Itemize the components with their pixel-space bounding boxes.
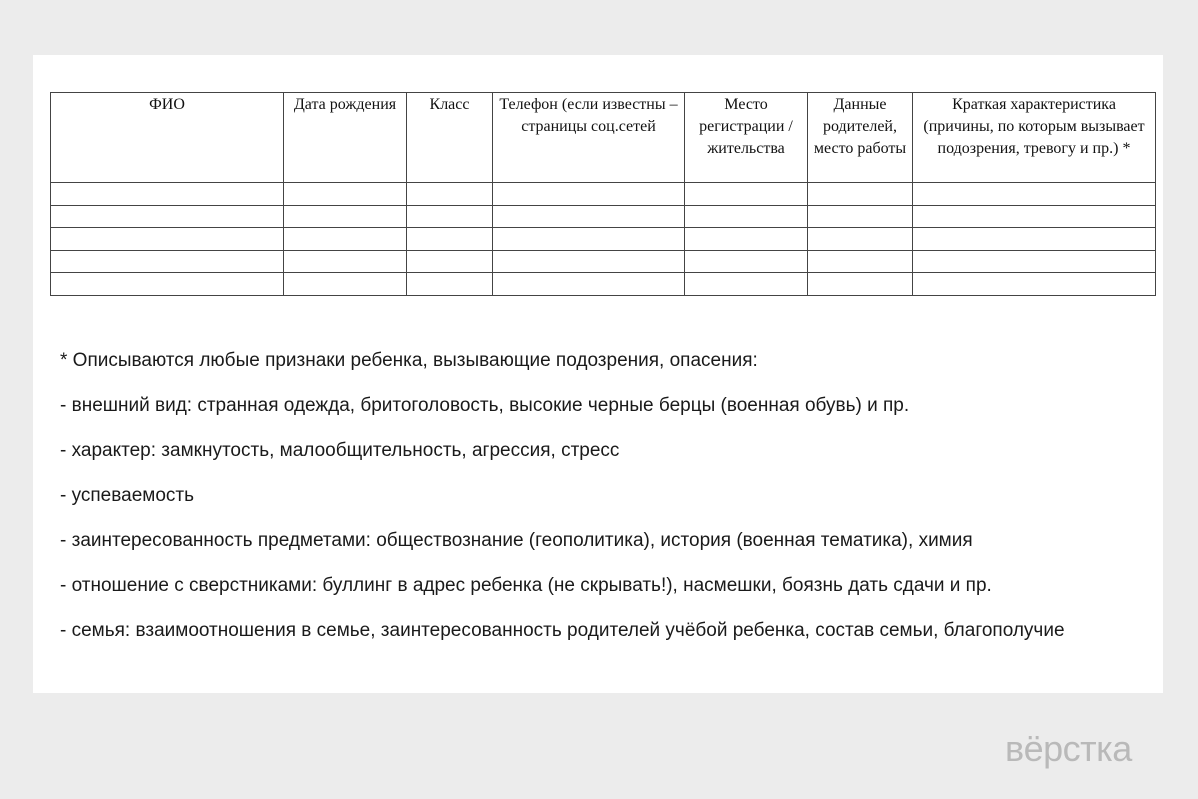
table-cell bbox=[283, 249, 407, 273]
table-cell bbox=[912, 182, 1156, 206]
table-cell bbox=[50, 204, 284, 228]
table-cell bbox=[912, 204, 1156, 228]
table-cell bbox=[684, 272, 808, 296]
table-cell bbox=[912, 227, 1156, 251]
table-cell bbox=[492, 204, 685, 228]
students-table: ФИО Дата рождения Класс Телефон (если из… bbox=[50, 92, 1156, 296]
table-cell bbox=[283, 182, 407, 206]
table-cell bbox=[807, 272, 913, 296]
note-performance: - успеваемость bbox=[60, 485, 194, 506]
table-cell bbox=[50, 182, 284, 206]
note-appearance: - внешний вид: странная одежда, бритогол… bbox=[60, 395, 910, 416]
table-row bbox=[50, 249, 1156, 273]
table-row bbox=[50, 272, 1156, 296]
table-cell bbox=[807, 204, 913, 228]
table-row bbox=[50, 204, 1156, 228]
table-header-row: ФИО Дата рождения Класс Телефон (если из… bbox=[50, 92, 1156, 183]
table-cell bbox=[406, 227, 493, 251]
notes-intro: * Описываются любые признаки ребенка, вы… bbox=[60, 350, 758, 371]
note-subjects: - заинтересованность предметами: обществ… bbox=[60, 530, 973, 551]
table-cell bbox=[492, 227, 685, 251]
table-row bbox=[50, 182, 1156, 206]
header-address: Место регистрации / жительства bbox=[684, 92, 808, 183]
note-character: - характер: замкнутость, малообщительнос… bbox=[60, 440, 620, 461]
table-cell bbox=[807, 182, 913, 206]
header-birth-date: Дата рождения bbox=[283, 92, 407, 183]
table-cell bbox=[406, 272, 493, 296]
table-cell bbox=[807, 249, 913, 273]
notes: * Описываются любые признаки ребенка, вы… bbox=[60, 349, 1065, 664]
table-cell bbox=[50, 272, 284, 296]
table-row bbox=[50, 227, 1156, 251]
table-cell bbox=[50, 227, 284, 251]
table-cell bbox=[684, 249, 808, 273]
table-cell bbox=[283, 227, 407, 251]
note-family: - семья: взаимоотношения в семье, заинте… bbox=[60, 620, 1065, 641]
table-cell bbox=[912, 272, 1156, 296]
header-fio: ФИО bbox=[50, 92, 284, 183]
header-parents: Данные родителей, место работы bbox=[807, 92, 913, 183]
header-class: Класс bbox=[406, 92, 493, 183]
header-phone: Телефон (если известны – страницы соц.се… bbox=[492, 92, 685, 183]
table-cell bbox=[406, 182, 493, 206]
table-cell bbox=[492, 272, 685, 296]
table-cell bbox=[492, 182, 685, 206]
table-cell bbox=[406, 249, 493, 273]
table-cell bbox=[684, 227, 808, 251]
header-characteristic: Краткая характеристика (причины, по кото… bbox=[912, 92, 1156, 183]
table-cell bbox=[283, 204, 407, 228]
table-cell bbox=[406, 204, 493, 228]
table-cell bbox=[50, 249, 284, 273]
note-peers: - отношение с сверстниками: буллинг в ад… bbox=[60, 575, 992, 596]
table-cell bbox=[807, 227, 913, 251]
table-cell bbox=[283, 272, 407, 296]
verstka-logo: вёрстка bbox=[1005, 728, 1132, 769]
table-cell bbox=[684, 182, 808, 206]
table-cell bbox=[912, 249, 1156, 273]
table-cell bbox=[684, 204, 808, 228]
document-page: ФИО Дата рождения Класс Телефон (если из… bbox=[33, 55, 1163, 693]
table-cell bbox=[492, 249, 685, 273]
